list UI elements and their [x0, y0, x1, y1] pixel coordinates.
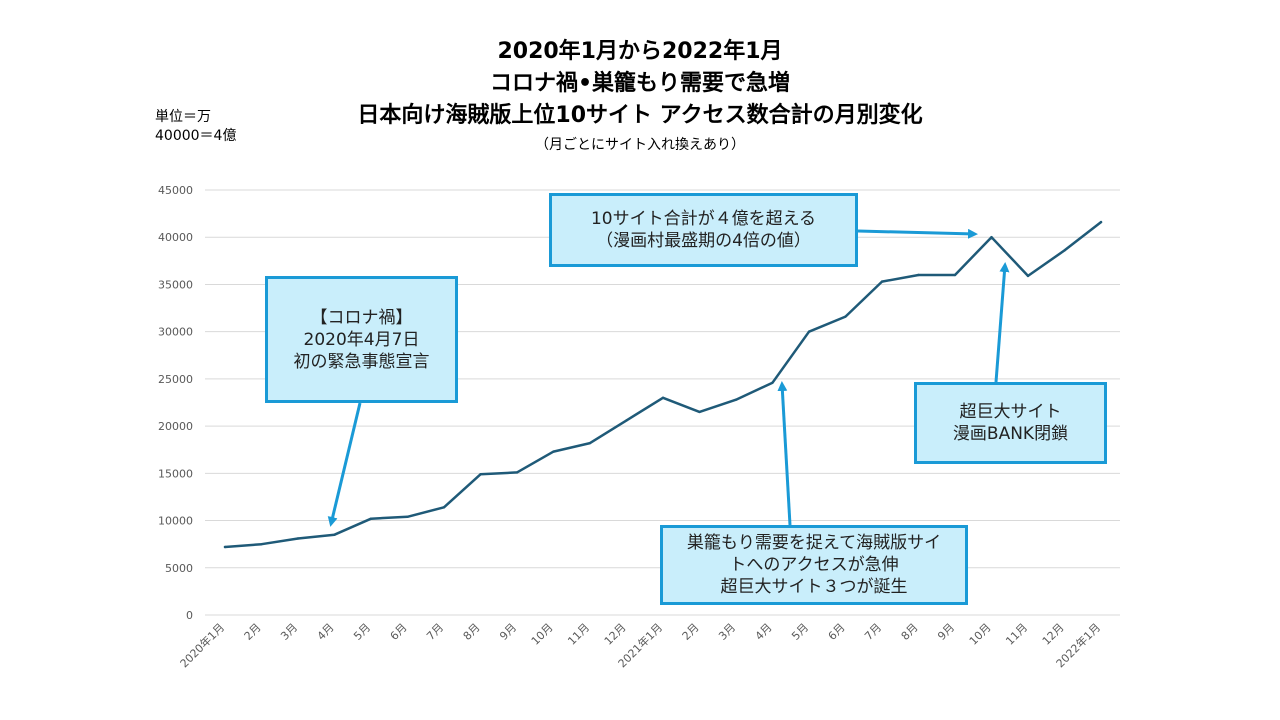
data-point: [990, 236, 993, 239]
data-point: [1026, 274, 1030, 278]
x-tick-label: 6月: [388, 621, 410, 643]
x-tick-label: 9月: [497, 621, 519, 643]
y-tick-label: 0: [186, 609, 193, 622]
y-tick-label: 25000: [158, 373, 193, 386]
data-point: [661, 396, 665, 399]
x-tick-label: 11月: [565, 621, 592, 648]
data-point: [223, 545, 227, 549]
data-point: [260, 542, 263, 546]
callout-bank-line-1: 超巨大サイト: [959, 402, 1062, 422]
arrow-layer: [327, 228, 1010, 527]
data-point: [807, 330, 811, 333]
arrow-stayhome: [777, 381, 792, 526]
data-point: [515, 471, 519, 474]
y-axis-ticks: 0 5000 10000 15000 20000 25000 30000 35000 40000…: [158, 184, 193, 622]
data-point: [442, 506, 446, 509]
x-tick-label: 4月: [315, 621, 337, 643]
callout-covid-line-1: 【コロナ禍】: [310, 307, 413, 328]
x-tick-label: 8月: [899, 621, 921, 643]
x-tick-label: 7月: [424, 621, 446, 643]
x-tick-label: 8月: [461, 621, 483, 643]
title-line-2: コロナ禍•巣籠もり需要で急増: [489, 71, 791, 96]
data-point: [552, 450, 555, 453]
x-tick-label: 12月: [602, 621, 629, 648]
x-tick-label: 10月: [529, 621, 556, 648]
data-point: [734, 398, 738, 401]
x-tick-label: 9月: [935, 621, 957, 643]
data-point: [333, 533, 336, 536]
data-point: [588, 441, 592, 445]
callout-covid-emergency: 【コロナ禍】 2020年4月7日 初の緊急事態宣言: [265, 276, 458, 403]
callout-stayhome-line-1: 巣籠もり需要を捉えて海賊版サイ: [686, 533, 942, 553]
x-tick-label: 10月: [967, 621, 994, 648]
callout-over-400-million: 10サイト合計が４億を超える （漫画村最盛期の4倍の値）: [549, 193, 858, 267]
title-line-1: 2020年1月から2022年1月: [497, 39, 783, 64]
data-point: [771, 381, 774, 384]
x-tick-label: 3月: [278, 621, 300, 643]
y-tick-label: 40000: [158, 231, 193, 244]
y-tick-label: 35000: [158, 278, 193, 291]
callout-manga-bank-closure: 超巨大サイト 漫画BANK閉鎖: [914, 382, 1107, 464]
callout-covid-line-3: 初の緊急事態宣言: [293, 351, 430, 372]
data-point: [625, 419, 628, 422]
unit-note-line-1: 単位＝万: [155, 109, 211, 125]
x-tick-label: 2020年1月: [177, 620, 227, 670]
unit-note-line-2: 40000＝4億: [155, 128, 237, 144]
x-tick-label: 4月: [753, 621, 775, 643]
callout-stayhome-line-3: 超巨大サイト３つが誕生: [720, 577, 908, 597]
y-tick-label: 30000: [158, 326, 193, 339]
data-point: [844, 315, 847, 318]
title-line-3: 日本向け海賊版上位10サイト アクセス数合計の月別変化: [357, 103, 923, 128]
x-tick-label: 7月: [862, 621, 884, 643]
arrow-10site: [857, 228, 978, 239]
data-point: [406, 515, 409, 518]
callout-stay-home-demand: 巣籠もり需要を捉えて海賊版サイ トへのアクセスが急伸 超巨大サイト３つが誕生: [660, 525, 968, 605]
data-point: [369, 517, 373, 520]
y-tick-label: 10000: [158, 515, 193, 528]
x-tick-label: 5月: [789, 621, 811, 643]
arrow-bank: [994, 262, 1010, 383]
x-tick-label: 12月: [1040, 621, 1067, 648]
data-point: [698, 410, 701, 414]
data-point: [917, 273, 920, 277]
unit-note: 単位＝万 40000＝4億: [155, 108, 236, 146]
chart-title: 2020年1月から2022年1月 コロナ禍•巣籠もり需要で急増 日本向け海賊版上…: [0, 36, 1280, 132]
x-tick-label: 3月: [716, 621, 738, 643]
callout-covid-line-2: 2020年4月7日: [303, 329, 420, 350]
series-layer: [223, 220, 1103, 549]
callout-bank-line-2: 漫画BANK閉鎖: [952, 424, 1069, 444]
x-tick-label: 5月: [351, 621, 373, 643]
y-tick-label: 45000: [158, 184, 193, 197]
y-tick-label: 5000: [165, 562, 193, 575]
chart-subtitle: （月ごとにサイト入れ換えあり）: [535, 137, 745, 153]
callout-10site-line-2: （漫画村最盛期の4倍の値）: [596, 231, 811, 251]
data-point: [953, 273, 957, 277]
data-point: [1099, 220, 1103, 224]
callout-stayhome-line-2: トへのアクセスが急伸: [729, 555, 899, 575]
data-point: [880, 280, 884, 283]
arrow-covid: [327, 402, 362, 527]
callout-10site-line-1: 10サイト合計が４億を超える: [590, 209, 817, 229]
x-tick-label: 2月: [242, 621, 264, 643]
y-tick-label: 15000: [158, 467, 193, 480]
data-point: [296, 537, 300, 540]
y-tick-label: 20000: [158, 420, 193, 433]
x-tick-label: 11月: [1003, 621, 1030, 648]
x-tick-label: 2月: [680, 621, 702, 643]
data-point: [1063, 249, 1066, 252]
data-point: [479, 473, 482, 476]
x-tick-label: 6月: [826, 621, 848, 643]
